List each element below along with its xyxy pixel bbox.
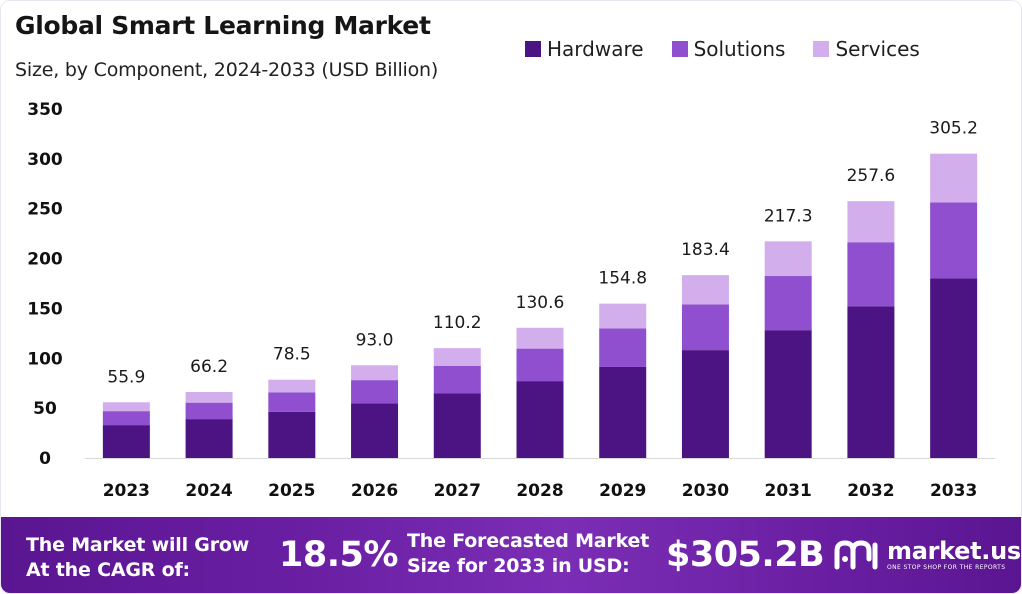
bar-solutions-2032 [847, 242, 895, 307]
forecast-value: $305.2B [666, 535, 825, 575]
footer-banner: The Market will Grow At the CAGR of: 18.… [1, 517, 1021, 593]
bar-solutions-2027 [433, 365, 481, 394]
x-tick-label: 2027 [434, 481, 481, 501]
data-label-total: 93.0 [356, 330, 394, 350]
bar-solutions-2030 [681, 304, 729, 351]
cagr-value: 18.5% [279, 535, 398, 575]
bar-chart: 0 50 100 150 200 250 300 350 55.9 2023 66.2 2024 78.… [27, 100, 995, 501]
bar-services-2027 [433, 348, 481, 366]
x-tick-label: 2030 [682, 481, 729, 501]
bar-services-2025 [268, 379, 316, 393]
legend-label-hardware: Hardware [547, 37, 644, 61]
y-tick-label: 50 [33, 399, 57, 419]
forecast-caption: The Forecasted Market Size for 2033 in U… [407, 529, 649, 579]
data-label-total: 55.9 [107, 367, 145, 387]
bar-services-2028 [516, 327, 564, 349]
bar-services-2024 [185, 391, 233, 403]
data-label-total: 183.4 [681, 240, 730, 260]
cagr-caption: The Market will Grow At the CAGR of: [26, 533, 249, 583]
data-label-total: 66.2 [190, 357, 228, 377]
x-tick-label: 2028 [516, 481, 563, 501]
y-tick-label: 250 [27, 200, 63, 220]
legend-swatch-services [813, 41, 830, 57]
chart-title: Global Smart Learning Market [15, 11, 431, 40]
cagr-caption-line2: At the CAGR of: [26, 559, 190, 581]
brand-text: market.us ONE STOP SHOP FOR THE REPORTS [887, 538, 1021, 572]
y-tick-label: 0 [39, 449, 51, 469]
chart-subtitle: Size, by Component, 2024-2033 (USD Billi… [15, 59, 439, 81]
bar-solutions-2023 [102, 411, 150, 426]
data-label-total: 154.8 [598, 269, 647, 289]
bar-hardware-2026 [351, 403, 399, 458]
bar-solutions-2029 [599, 328, 647, 367]
brand-name: market.us [887, 537, 1021, 565]
legend-item-solutions: Solutions [671, 37, 786, 61]
legend-swatch-hardware [525, 41, 541, 57]
bar-services-2030 [681, 275, 729, 305]
y-tick-label: 200 [27, 250, 63, 270]
legend-label-services: Services [835, 37, 920, 61]
bar-services-2026 [351, 365, 399, 381]
market-us-logo-icon [834, 540, 878, 570]
cagr-caption-line1: The Market will Grow [26, 534, 250, 556]
bar-hardware-2023 [102, 425, 150, 458]
bar-services-2023 [102, 402, 150, 412]
bar-services-2032 [847, 201, 895, 243]
forecast-caption-line2: Size for 2033 in USD: [407, 555, 630, 577]
chart-legend: Hardware Solutions Services [525, 37, 948, 61]
data-label-total: 78.5 [273, 345, 311, 365]
x-tick-label: 2025 [268, 481, 315, 501]
bar-services-2031 [764, 241, 812, 277]
bar-solutions-2028 [516, 348, 564, 382]
bar-solutions-2033 [930, 202, 978, 279]
x-tick-label: 2026 [351, 481, 398, 501]
bar-hardware-2028 [516, 381, 564, 458]
bar-hardware-2033 [930, 278, 978, 458]
legend-item-hardware: Hardware [525, 37, 644, 61]
bar-hardware-2025 [268, 411, 316, 458]
bar-solutions-2031 [764, 276, 812, 331]
data-label-total: 110.2 [433, 313, 482, 333]
forecast-caption-line1: The Forecasted Market [407, 530, 650, 552]
data-label-total: 305.2 [929, 119, 978, 139]
bar-solutions-2024 [185, 402, 233, 420]
bar-solutions-2025 [268, 392, 316, 412]
bar-hardware-2027 [433, 393, 481, 458]
x-tick-label: 2023 [103, 481, 150, 501]
y-tick-label: 150 [27, 299, 63, 319]
x-tick-label: 2031 [765, 481, 812, 501]
x-tick-label: 2033 [930, 481, 977, 501]
bar-hardware-2032 [847, 306, 895, 458]
y-tick-label: 300 [27, 150, 63, 170]
bar-hardware-2029 [599, 366, 647, 458]
data-label-total: 217.3 [764, 206, 813, 226]
legend-swatch-solutions [671, 41, 688, 57]
bar-hardware-2031 [764, 330, 812, 458]
brand-logo: market.us ONE STOP SHOP FOR THE REPORTS [833, 537, 1021, 573]
x-tick-label: 2032 [847, 481, 894, 501]
bar-services-2029 [599, 303, 647, 329]
brand-tagline: ONE STOP SHOP FOR THE REPORTS [887, 564, 1006, 571]
data-label-total: 130.6 [516, 293, 565, 313]
x-tick-label: 2029 [599, 481, 646, 501]
data-label-total: 257.6 [847, 166, 896, 186]
legend-label-solutions: Solutions [693, 37, 786, 61]
x-tick-label: 2024 [185, 481, 232, 501]
legend-item-services: Services [813, 37, 920, 61]
bar-hardware-2030 [681, 350, 729, 458]
bar-solutions-2026 [351, 380, 399, 404]
y-tick-label: 350 [27, 100, 63, 120]
bar-hardware-2024 [185, 419, 233, 458]
y-tick-label: 100 [27, 349, 63, 369]
bar-services-2033 [930, 153, 978, 203]
